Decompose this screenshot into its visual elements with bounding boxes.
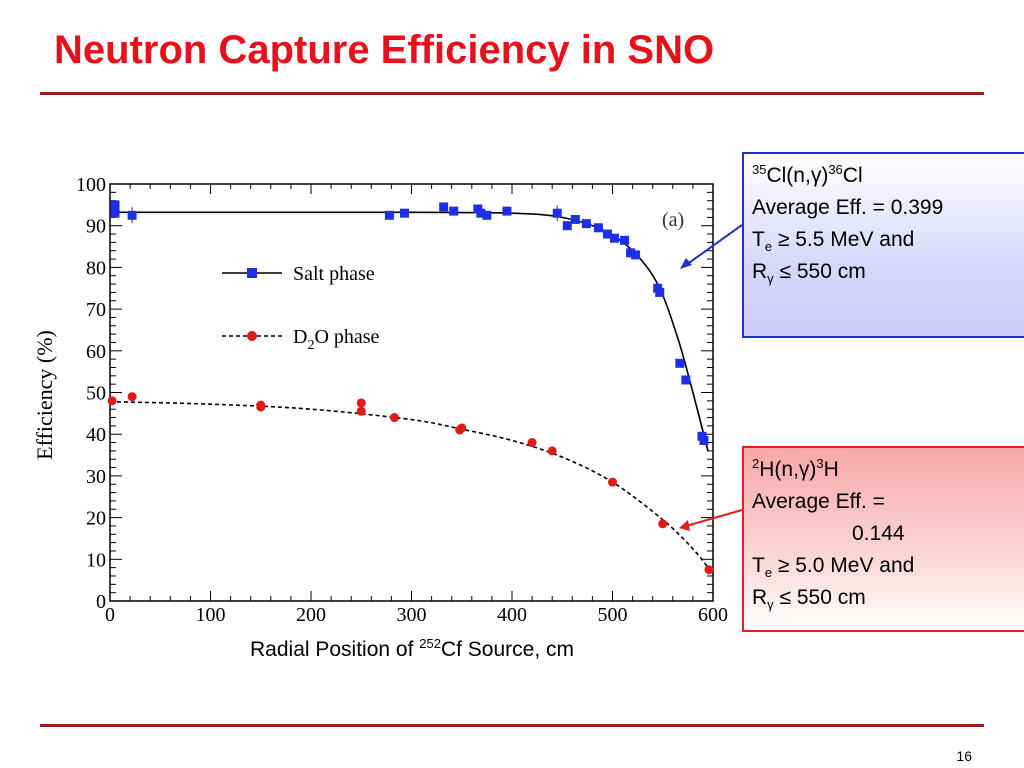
d2o-data-point (527, 438, 537, 448)
salt-arrowhead (680, 258, 692, 269)
y-tick-label: 0 (96, 591, 106, 613)
salt-average-eff: Average Eff. = 0.399 (752, 196, 944, 219)
d2o-average-eff-value: 0.144 (852, 522, 905, 545)
x-tick-label: 300 (397, 604, 427, 626)
legend-d2o-label: D2O phase (293, 326, 380, 353)
data-points (107, 200, 714, 575)
salt-data-point (482, 210, 492, 220)
salt-data-point (110, 208, 120, 218)
salt-arrow (685, 224, 743, 266)
d2o-average-eff-label: Average Eff. = (752, 490, 885, 513)
d2o-data-point (127, 392, 137, 402)
y-tick-label: 10 (86, 549, 106, 571)
footer-divider (40, 724, 984, 727)
salt-data-point (593, 223, 603, 233)
x-axis-label-suffix: Cf Source, cm (440, 638, 575, 661)
salt-data-point (610, 233, 620, 243)
d2o-energy-threshold: Te ≥ 5.0 MeV and (752, 554, 915, 581)
d2o-data-point (356, 398, 366, 408)
d2o-reaction: 2H(n,γ)3H (752, 456, 839, 481)
x-tick-label: 400 (497, 604, 527, 626)
y-tick-label: 40 (86, 424, 106, 446)
salt-data-point (552, 208, 562, 218)
salt-data-point (655, 287, 665, 297)
y-tick-label: 30 (86, 466, 106, 488)
salt-data-point (620, 235, 630, 245)
x-axis-label-sup: 252 (419, 636, 441, 651)
axis-tick-labels: 0 100 200 300 400 500 600 0 10 20 30 40 50 60 70 80 90 10… (76, 174, 728, 626)
salt-data-point (449, 206, 459, 216)
y-tick-label: 60 (86, 341, 106, 363)
legend-d2o-marker (247, 331, 257, 341)
salt-data-point (399, 208, 409, 218)
salt-data-point (570, 214, 580, 224)
legend-d2o-label-sub: 2 (307, 338, 314, 353)
d2o-fit-curve (109, 400, 714, 575)
y-tick-label: 80 (86, 257, 106, 279)
d2o-data-point (356, 406, 366, 416)
d2o-data-point (389, 413, 399, 423)
salt-efficiency-box: 35Cl(n,γ)36Cl Average Eff. = 0.399 Te ≥ … (742, 152, 1024, 338)
salt-data-point (502, 206, 512, 216)
panel-label: (a) (662, 209, 684, 231)
salt-energy-threshold: Te ≥ 5.5 MeV and (752, 228, 915, 255)
x-axis-label-prefix: Radial Position of (250, 638, 420, 661)
legend-salt-marker (247, 268, 257, 278)
salt-data-point (384, 210, 394, 220)
legend: Salt phase D2O phase (222, 263, 380, 353)
plot-frame (109, 183, 714, 602)
error-bars (111, 201, 710, 572)
salt-data-point (602, 229, 612, 239)
d2o-data-point (457, 423, 467, 433)
callout-arrows (679, 224, 743, 531)
x-tick-label: 100 (196, 604, 226, 626)
legend-salt-label: Salt phase (293, 263, 375, 285)
y-tick-label: 70 (86, 299, 106, 321)
y-tick-label: 50 (86, 383, 106, 405)
salt-data-point (476, 208, 486, 218)
title-divider (40, 92, 984, 95)
axis-ticks (109, 183, 714, 602)
y-tick-label: 90 (86, 216, 106, 238)
legend-d2o-label-b: O phase (314, 326, 379, 348)
d2o-data-point (256, 400, 266, 410)
salt-data-point (675, 358, 685, 368)
salt-data-point (562, 221, 572, 231)
salt-data-point (127, 210, 137, 220)
salt-reaction: 35Cl(n,γ)36Cl (752, 162, 863, 187)
salt-data-point (581, 219, 591, 229)
d2o-data-point (608, 477, 617, 487)
d2o-arrow (685, 509, 743, 527)
x-axis-label: Radial Position of 252Cf Source, cm (250, 636, 574, 662)
x-tick-label: 600 (698, 604, 728, 626)
slide-title: Neutron Capture Efficiency in SNO (54, 28, 715, 72)
fit-curves (109, 211, 714, 575)
salt-radius-cut: Rγ ≤ 550 cm (752, 260, 866, 287)
salt-data-point (699, 435, 709, 445)
salt-data-point (631, 250, 641, 260)
salt-data-point (439, 202, 449, 212)
d2o-radius-cut: Rγ ≤ 550 cm (752, 586, 866, 613)
d2o-data-point (658, 519, 668, 529)
y-tick-label: 100 (76, 174, 106, 196)
d2o-arrowhead (679, 520, 690, 531)
d2o-data-point (547, 446, 557, 456)
d2o-data-point (107, 396, 117, 406)
x-tick-label: 500 (598, 604, 628, 626)
salt-data-point (681, 375, 691, 385)
d2o-data-point (704, 565, 714, 575)
x-tick-label: 0 (105, 604, 115, 626)
page-number: 16 (956, 748, 972, 764)
y-axis-label: Efficiency (%) (32, 330, 57, 460)
legend-d2o-label-a: D (293, 326, 307, 348)
y-tick-label: 20 (86, 508, 106, 530)
x-tick-label: 200 (296, 604, 326, 626)
salt-data-point (110, 200, 120, 210)
salt-fit-curve (109, 211, 709, 452)
salt-data-point (626, 248, 636, 258)
d2o-efficiency-box: 2H(n,γ)3H Average Eff. = 0.144 Te ≥ 5.0 … (742, 446, 1024, 632)
